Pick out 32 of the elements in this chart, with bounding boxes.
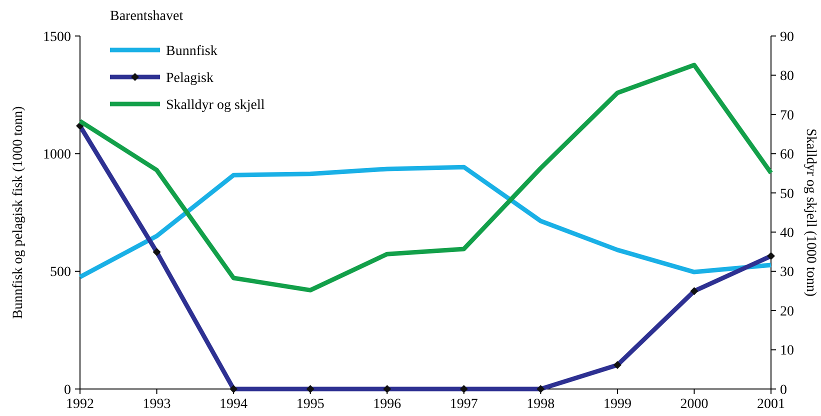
y-axis-title: Bunnfisk og pelagisk fisk (1000 tonn) <box>11 106 26 319</box>
x-tick-label: 1992 <box>66 397 94 412</box>
x-tick-label: 1993 <box>142 397 171 412</box>
y2-tick-label: 20 <box>780 304 794 320</box>
y-tick-label: 1500 <box>43 30 71 45</box>
line-series <box>78 164 774 280</box>
y2-tick-label: 80 <box>780 69 794 84</box>
y2-tick-label: 0 <box>780 382 787 398</box>
y2-axis-title: Skalldyr og skjell (1000 tonn) <box>803 128 818 297</box>
legend-label: Pelagisk <box>166 70 214 86</box>
x-tick-label: 1996 <box>373 397 402 412</box>
y2-tick-label: 70 <box>780 108 794 124</box>
y-tick-label: 1000 <box>43 148 71 163</box>
legend-label: Skalldyr og skjell <box>166 98 265 113</box>
x-tick-label: 2000 <box>680 397 708 412</box>
x-tick-label: 2001 <box>757 397 785 412</box>
y2-tick-label: 50 <box>780 186 794 202</box>
y2-tick-label: 40 <box>780 226 794 242</box>
line-series <box>78 62 774 292</box>
legend-label: Bunnfisk <box>166 44 218 59</box>
legend-title: Barentshavet <box>110 9 184 24</box>
x-tick-label: 1999 <box>603 397 632 412</box>
y-tick-label: 0 <box>64 382 71 398</box>
y2-tick-label: 90 <box>780 30 794 45</box>
y2-tick-label: 30 <box>780 265 794 280</box>
x-tick-label: 1998 <box>526 397 555 412</box>
y2-tick-label: 10 <box>780 344 794 359</box>
y2-tick-label: 60 <box>780 148 794 163</box>
x-tick-label: 1995 <box>296 397 324 412</box>
x-tick-label: 1994 <box>220 397 248 412</box>
y-tick-label: 500 <box>50 265 71 280</box>
x-tick-label: 1997 <box>450 397 478 412</box>
